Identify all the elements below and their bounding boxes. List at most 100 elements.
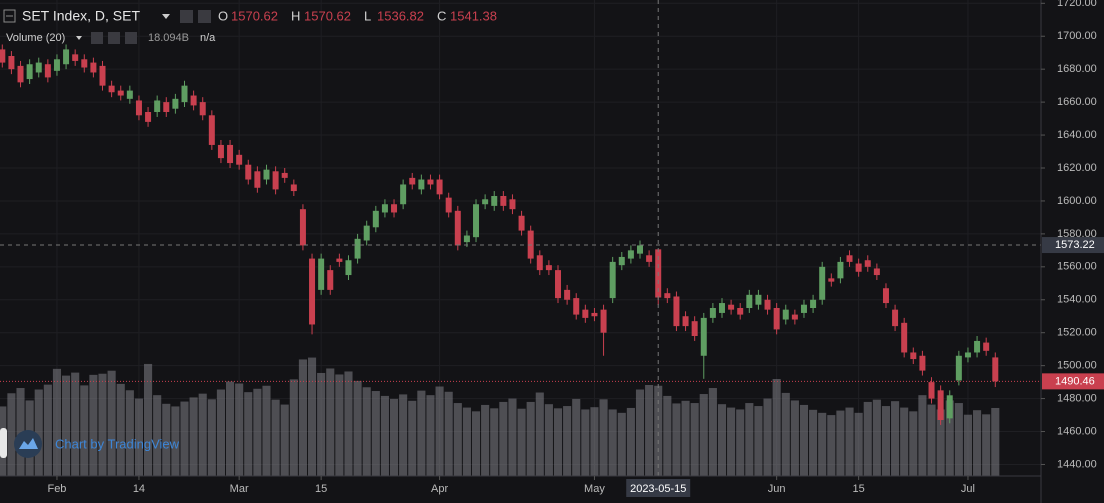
watermark-icon-shape	[19, 438, 38, 449]
candle-body	[345, 260, 352, 276]
candle-body	[400, 184, 407, 205]
volume-bar	[553, 408, 563, 476]
volume-bar	[353, 380, 362, 476]
volume-bar	[43, 384, 52, 476]
candle-body	[983, 342, 990, 351]
volume-bar	[34, 389, 43, 476]
volume-bar	[144, 363, 153, 476]
candle-body	[281, 172, 288, 178]
volume-bar	[235, 383, 244, 476]
collapse-icon[interactable]	[3, 9, 16, 23]
volume-bar	[927, 404, 936, 476]
candle-body	[236, 154, 243, 165]
watermark-text[interactable]: Chart by TradingView	[55, 436, 180, 451]
candle-body	[90, 62, 97, 73]
volume-bar	[207, 399, 216, 476]
volume-bar	[836, 410, 845, 476]
volume-bar	[89, 374, 98, 476]
volume-bar	[763, 398, 772, 476]
x-tick-label: Jun	[768, 483, 786, 495]
volume-bar	[936, 409, 945, 476]
symbol-caret[interactable]	[162, 14, 170, 19]
candle-body	[172, 98, 179, 109]
x-tick-label: May	[584, 483, 605, 495]
eye-icon[interactable]	[180, 10, 193, 23]
volume-bar	[872, 399, 881, 476]
volume-bar	[781, 392, 790, 476]
volume-bar	[62, 375, 71, 476]
candle-body	[800, 304, 807, 313]
volume-caret[interactable]	[76, 36, 82, 40]
volume-bar	[717, 404, 727, 476]
volume-bar	[262, 385, 271, 476]
volume-label: Volume (20)	[6, 32, 65, 44]
candle-body	[72, 54, 79, 61]
candle-body	[299, 209, 306, 246]
volume-bar	[599, 399, 608, 476]
candle-body	[190, 95, 197, 106]
volume-bar	[581, 409, 590, 476]
x-tick-label: 15	[853, 483, 865, 495]
volume-bar	[590, 407, 599, 476]
candle-body	[318, 258, 325, 290]
candle-body	[910, 352, 917, 360]
y-tick-label: 1640.00	[1057, 129, 1097, 141]
volume-bar	[881, 406, 891, 476]
y-tick-label: 1540.00	[1057, 294, 1097, 306]
volume-bar	[189, 397, 198, 476]
volume-bar	[426, 395, 435, 476]
legend-value: 1570.62	[304, 8, 351, 23]
candle-body	[664, 293, 671, 299]
volume-bar	[335, 374, 344, 476]
y-tick-label: 1600.00	[1057, 195, 1097, 207]
volume-eye-icon[interactable]	[91, 32, 103, 44]
x-tick-label: 15	[315, 483, 327, 495]
volume-bar	[708, 388, 717, 476]
candle-body	[946, 395, 953, 419]
settings-icon[interactable]	[198, 10, 211, 23]
candle-body	[272, 171, 279, 190]
candle-body	[117, 90, 124, 96]
volume-bar	[900, 407, 909, 476]
y-tick-label: 1700.00	[1057, 30, 1097, 42]
volume-bar	[645, 385, 654, 476]
volume-bar	[663, 395, 672, 476]
candle-body	[928, 382, 935, 399]
volume-bar	[699, 394, 708, 476]
volume-bar	[954, 403, 963, 476]
axes: 1720.00 1700.00 1680.00 1660.00 1640.00 1620.…	[47, 0, 1104, 497]
candle-body	[17, 65, 24, 83]
candle-body	[892, 309, 899, 327]
candle-body	[582, 309, 589, 318]
volume-bar	[380, 395, 389, 476]
volume-bar	[16, 388, 25, 476]
legend-key: O	[218, 8, 228, 23]
candle-body	[691, 321, 698, 336]
symbol-title[interactable]: SET Index, D, SET	[22, 8, 140, 24]
candle-body	[873, 268, 880, 276]
volume-settings-icon[interactable]	[108, 32, 120, 44]
y-tick-label: 1480.00	[1057, 392, 1097, 404]
volume-close-icon[interactable]	[125, 32, 137, 44]
candle-body	[35, 62, 42, 73]
volume-extra: n/a	[200, 32, 216, 44]
candle-body	[992, 357, 999, 382]
volume-bar	[535, 392, 544, 476]
y-tick-label: 1460.00	[1057, 425, 1097, 437]
candle-body	[208, 115, 215, 145]
volume-bar	[909, 411, 918, 476]
candle-body	[500, 196, 507, 206]
candle-body	[518, 215, 525, 231]
candle-body	[755, 294, 762, 305]
volume-bar	[982, 414, 991, 476]
volume-bar	[80, 385, 89, 476]
y-tick-label: 1620.00	[1057, 162, 1097, 174]
candle-body	[336, 258, 343, 262]
volume-bar	[572, 398, 581, 476]
candle-body	[454, 210, 461, 246]
volume-bar	[225, 381, 235, 476]
last-price-label: 1490.46	[1055, 375, 1095, 387]
volume-bar	[307, 357, 317, 476]
candle-body	[427, 179, 434, 185]
volume-bar	[389, 398, 399, 476]
